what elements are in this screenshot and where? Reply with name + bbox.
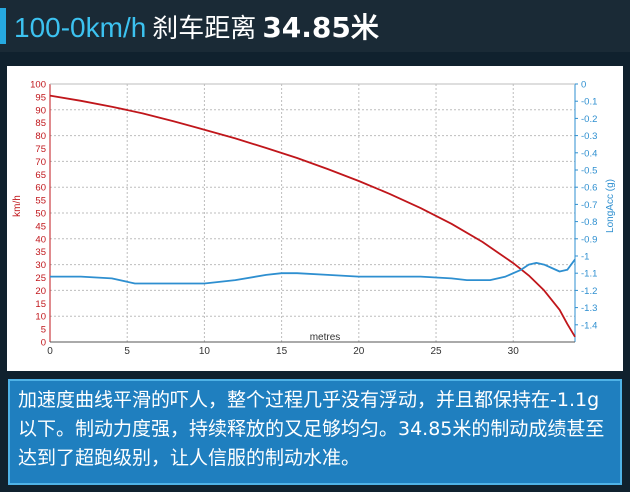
y-tick-label: 50 xyxy=(35,209,46,220)
y-tick-label: 20 xyxy=(35,286,46,297)
y-tick-label: 35 xyxy=(35,247,46,258)
chart-panel: 0 5 10 15 20 25 30 0 5 10 15 20 25 30 35 40 45 50 55 60 65 70… xyxy=(7,66,623,371)
y2-tick-label: -1 xyxy=(581,252,589,263)
y-tick-label: 45 xyxy=(35,221,46,232)
header-title: 100-0km/h 刹车距离 34.85米 xyxy=(14,6,379,46)
y2-tick-label: -0.9 xyxy=(581,234,597,245)
y-tick-label: 30 xyxy=(35,260,46,271)
y-tick-label: 5 xyxy=(41,325,46,336)
y-tick-label: 95 xyxy=(35,92,46,103)
y-tick-label: 60 xyxy=(35,183,46,194)
y2-tick-label: -0.4 xyxy=(581,148,597,159)
y2-axis-label: LongAcc (g) xyxy=(605,179,616,233)
x-tick-label: 20 xyxy=(353,346,365,357)
y-tick-label: 85 xyxy=(35,118,46,129)
y2-tick-label: -1.2 xyxy=(581,286,597,297)
x-tick-label: 30 xyxy=(508,346,520,357)
axis-layer: 0 5 10 15 20 25 300510152025303540455055606570… xyxy=(30,80,597,358)
y2-tick-label: -0.7 xyxy=(581,200,597,211)
y-tick-label: 25 xyxy=(35,273,46,284)
caption-text: 加速度曲线平滑的吓人，整个过程几乎没有浮动，并且都保持在-1.1g以下。制动力度… xyxy=(18,389,605,469)
y2-tick-label: 0 xyxy=(581,80,586,91)
x-tick-label: 5 xyxy=(124,346,130,357)
grid-layer xyxy=(50,83,575,342)
x-tick-label: 0 xyxy=(47,346,53,357)
y2-tick-label: -0.6 xyxy=(581,183,597,194)
y-axis-label: km/h xyxy=(12,195,23,217)
y-tick-label: 40 xyxy=(35,234,46,245)
header-accent xyxy=(0,8,6,44)
x-axis-label: metres xyxy=(310,332,341,343)
y-tick-label: 70 xyxy=(35,157,46,168)
y2-tick-label: -0.2 xyxy=(581,114,597,125)
metric-label: 刹车距离 xyxy=(152,14,257,44)
y2-tick-label: -1.1 xyxy=(581,269,597,280)
x-tick-label: 15 xyxy=(276,346,288,357)
y-tick-label: 100 xyxy=(30,80,46,91)
y-tick-label: 90 xyxy=(35,105,46,116)
metric-value: 34.85米 xyxy=(262,11,379,44)
y-tick-label: 10 xyxy=(35,312,46,323)
series-layer xyxy=(49,94,576,338)
y-tick-label: 15 xyxy=(35,299,46,310)
y-tick-label: 65 xyxy=(35,170,46,181)
x-tick-label: 25 xyxy=(430,346,442,357)
braking-chart: 0 5 10 15 20 25 300510152025303540455055606570… xyxy=(12,80,616,358)
x-tick-label: 10 xyxy=(199,346,211,357)
y2-tick-label: -1.3 xyxy=(581,303,597,314)
speed-range: 100-0km/h xyxy=(14,12,147,43)
y2-tick-label: -0.8 xyxy=(581,217,597,228)
header-bar: 100-0km/h 刹车距离 34.85米 xyxy=(0,0,630,52)
caption-box: 加速度曲线平滑的吓人，整个过程几乎没有浮动，并且都保持在-1.1g以下。制动力度… xyxy=(8,379,622,485)
y-tick-label: 0 xyxy=(41,338,46,349)
y2-tick-label: -1.4 xyxy=(581,320,597,331)
y-tick-label: 55 xyxy=(35,196,46,207)
y2-tick-label: -0.5 xyxy=(581,166,597,177)
y-tick-label: 80 xyxy=(35,131,46,142)
accel-series-line xyxy=(50,258,576,285)
y-tick-label: 75 xyxy=(35,144,46,155)
y2-tick-label: -0.1 xyxy=(581,97,597,108)
y2-tick-label: -0.3 xyxy=(581,131,597,142)
speed-series-line xyxy=(49,94,576,338)
